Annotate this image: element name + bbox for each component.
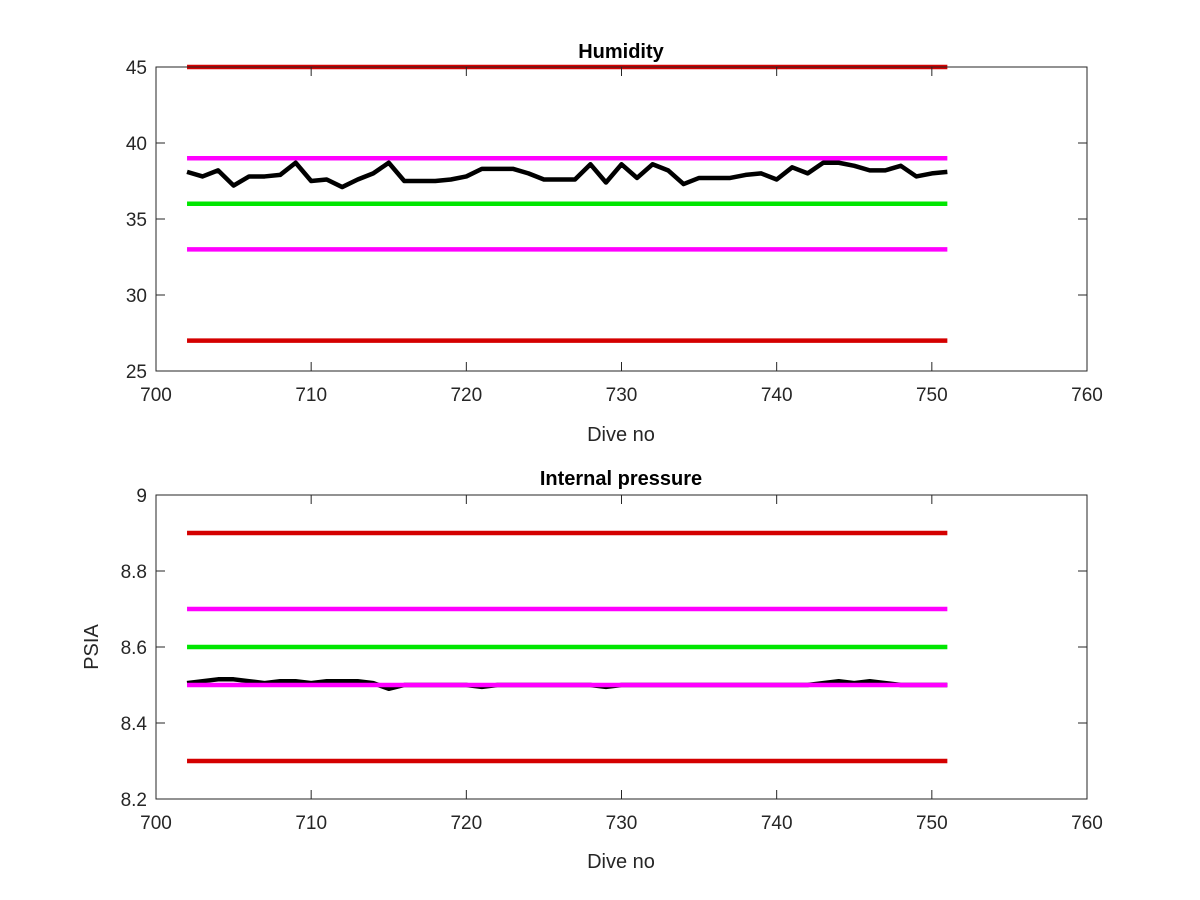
pressure-y-tick-label-1: 8.4	[121, 714, 148, 735]
pressure-x-tick-label-2: 720	[450, 813, 482, 834]
humidity-y-tick-label-3: 40	[126, 134, 147, 155]
pressure-x-tick-label-6: 760	[1071, 813, 1103, 834]
pressure-y-tick-label-3: 8.8	[121, 562, 147, 583]
pressure-subplot: 700 710 720 730 740 750 760 8.2 8.4 8.6 8.8 9 Inter…	[81, 468, 1103, 873]
humidity-plot-area	[156, 67, 1087, 371]
humidity-x-tick-label-3: 730	[606, 385, 638, 406]
humidity-x-tick-label-1: 710	[295, 385, 327, 406]
pressure-tick-layer: 700 710 720 730 740 750 760 8.2 8.4 8.6 8.8 9	[121, 486, 1103, 834]
humidity-y-tick-label-1: 30	[126, 286, 147, 307]
pressure-x-tick-label-4: 740	[761, 813, 793, 834]
humidity-x-tick-label-5: 750	[916, 385, 948, 406]
pressure-x-tick-label-0: 700	[140, 813, 172, 834]
humidity-title: Humidity	[578, 41, 664, 63]
humidity-x-tick-label-6: 760	[1071, 385, 1103, 406]
pressure-x-tick-label-3: 730	[606, 813, 638, 834]
pressure-y-tick-label-2: 8.6	[121, 638, 147, 659]
humidity-y-tick-label-4: 45	[126, 58, 147, 79]
pressure-y-tick-label-4: 9	[136, 486, 147, 507]
pressure-x-axis-label: Dive no	[587, 851, 655, 873]
humidity-series-line-5	[186, 160, 948, 190]
humidity-subplot: 700 710 720 730 740 750 760 25 30 35 40 45 Humidity…	[126, 41, 1103, 446]
pressure-series-layer	[186, 530, 948, 764]
humidity-x-tick-label-2: 720	[450, 385, 482, 406]
pressure-title: Internal pressure	[540, 468, 702, 490]
pressure-y-axis-label: PSIA	[81, 624, 103, 670]
humidity-x-tick-label-0: 700	[140, 385, 172, 406]
humidity-y-tick-label-2: 35	[126, 210, 147, 231]
humidity-x-axis-label: Dive no	[587, 424, 655, 446]
humidity-x-tick-label-4: 740	[761, 385, 793, 406]
pressure-x-tick-label-5: 750	[916, 813, 948, 834]
pressure-y-tick-label-0: 8.2	[121, 790, 147, 811]
humidity-y-tick-label-0: 25	[126, 362, 147, 383]
pressure-x-tick-label-1: 710	[295, 813, 327, 834]
humidity-tick-layer: 700 710 720 730 740 750 760 25 30 35 40 45	[126, 58, 1103, 406]
